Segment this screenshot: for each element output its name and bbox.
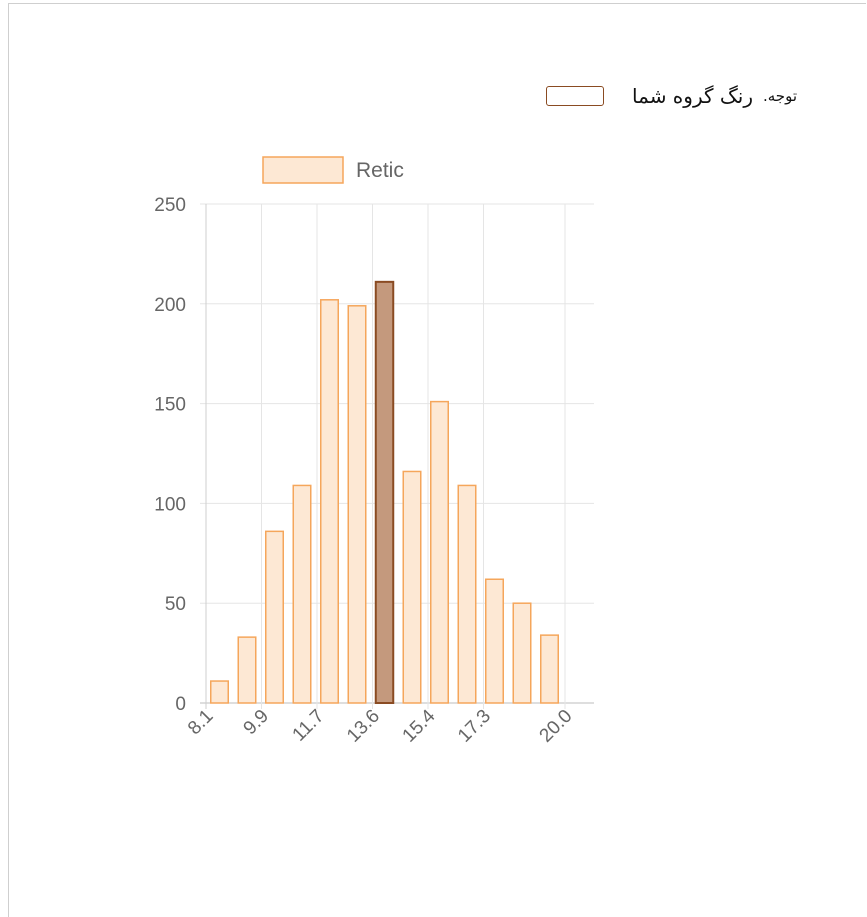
x-tick-label: 20.0 [536,706,577,747]
bar[interactable] [265,530,284,704]
y-tick-label: 50 [165,594,186,615]
legend[interactable]: Retic [262,156,404,184]
bar[interactable] [512,602,532,704]
bar[interactable] [402,470,422,704]
y-tick-label: 200 [154,295,186,316]
y-tick-label: 250 [154,195,186,216]
x-tick-label: 17.3 [454,706,495,747]
note-label: رنگ گروه شما [632,84,753,108]
bar[interactable] [237,636,257,704]
group-color-swatch [546,86,605,106]
bar[interactable] [292,484,312,704]
group-color-note: توجه. رنگ گروه شما [546,84,797,108]
legend-swatch[interactable] [262,156,344,184]
bar[interactable] [485,578,504,704]
x-tick-label: 8.1 [184,706,218,740]
page-frame [8,3,866,917]
bar-layer [210,280,559,704]
bar-highlighted[interactable] [374,280,395,704]
legend-label[interactable]: Retic [356,159,404,182]
bar[interactable] [540,634,559,704]
bar[interactable] [210,680,229,704]
x-tick-label: 11.7 [289,706,329,746]
bar[interactable] [457,484,477,704]
y-tick-label: 100 [154,494,186,515]
x-tick-label: 15.4 [399,705,440,746]
y-tick-label: 0 [175,694,186,715]
x-tick-label: 13.6 [343,706,384,747]
bar[interactable] [430,400,449,704]
grid-layer [200,203,594,709]
note-prefix: توجه. [762,87,797,105]
y-tick-label: 150 [154,395,186,416]
bar[interactable] [320,299,339,704]
bar[interactable] [347,305,367,704]
x-tick-label: 9.9 [240,706,274,740]
